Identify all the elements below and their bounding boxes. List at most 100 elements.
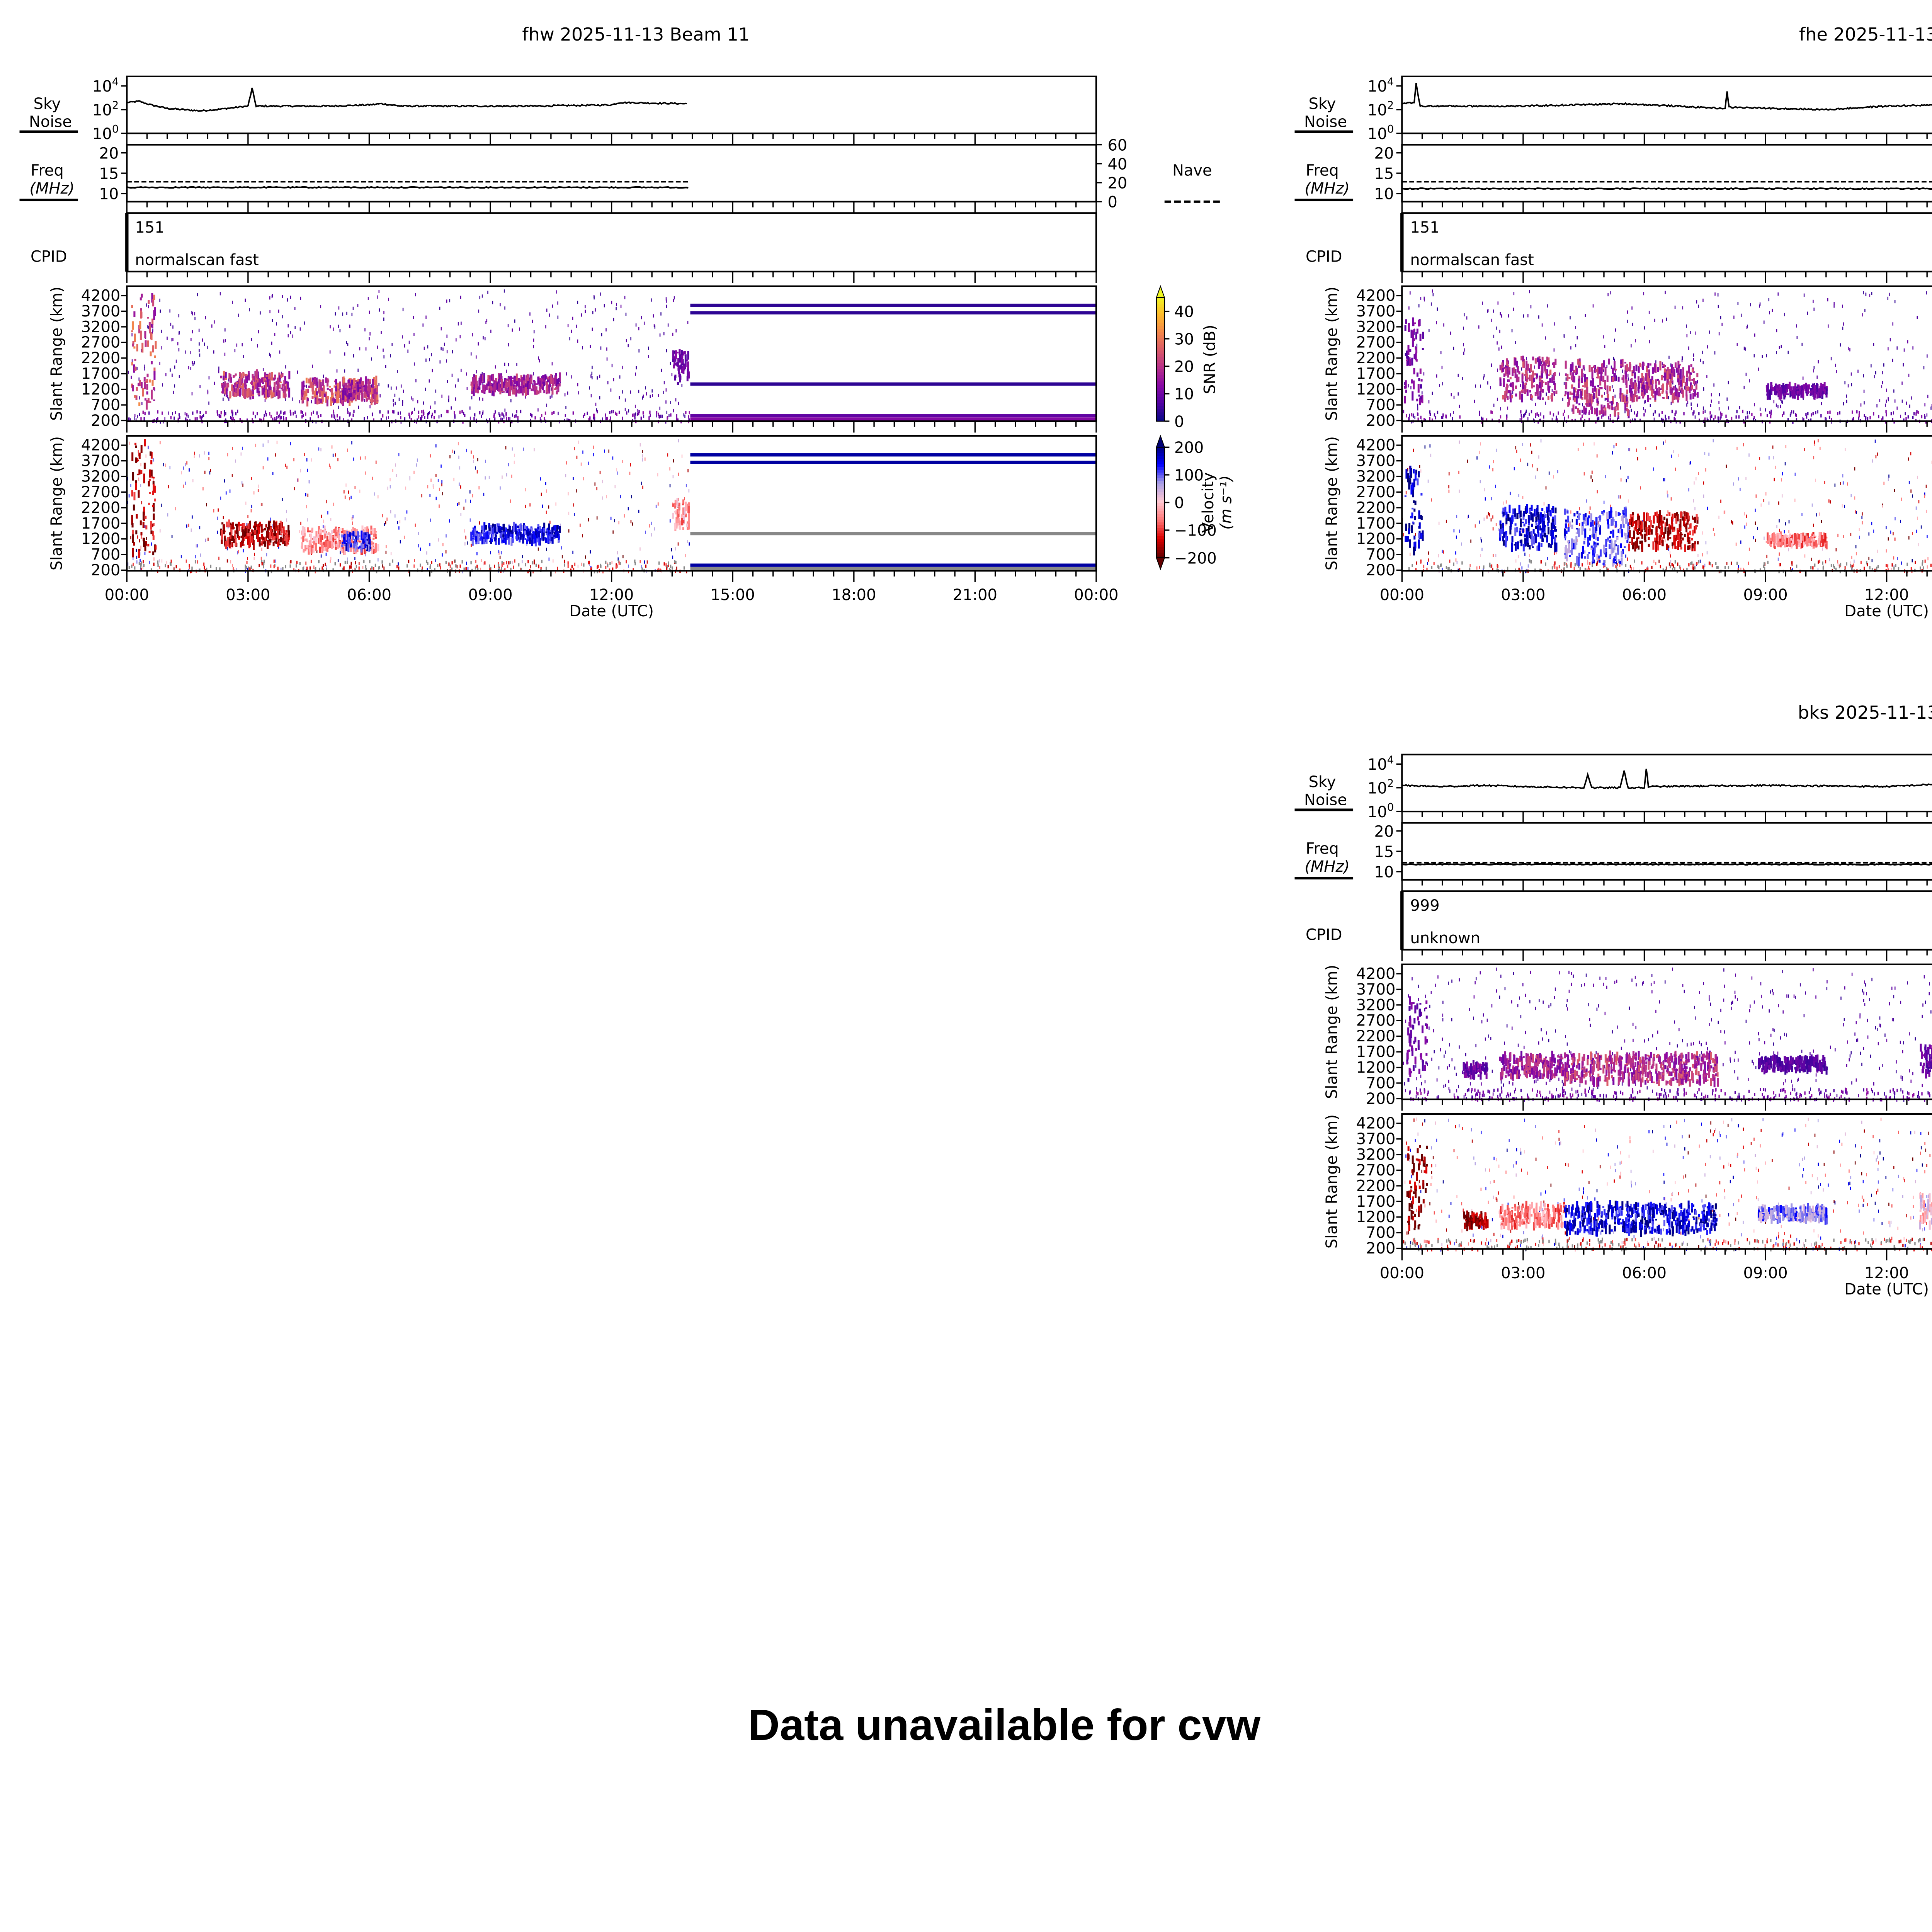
echo-cell <box>322 546 325 551</box>
scatter-echo <box>610 388 612 392</box>
echo-cell <box>371 545 374 554</box>
scatter-echo <box>1615 328 1616 332</box>
scatter-echo <box>152 330 153 334</box>
scatter-echo <box>446 534 447 538</box>
scatter-echo <box>208 401 209 405</box>
scatter-echo <box>1404 382 1405 385</box>
scatter-echo <box>1888 397 1889 400</box>
ground-echo <box>656 411 658 414</box>
ground-echo <box>514 415 515 418</box>
scatter-echo <box>1681 359 1683 362</box>
scatter-echo <box>1416 344 1418 347</box>
scatter-echo <box>330 560 331 563</box>
ground-echo <box>474 566 476 570</box>
scatter-echo <box>1869 294 1871 297</box>
scatter-echo <box>178 314 180 318</box>
scatter-echo <box>1622 369 1623 373</box>
ground-echo <box>476 418 477 422</box>
scatter-echo <box>681 384 683 387</box>
echo-cell <box>532 534 535 544</box>
y-tick-label: 20 <box>1374 145 1394 162</box>
scatter-echo <box>1749 379 1750 383</box>
scatter-echo <box>659 406 661 410</box>
scatter-echo <box>451 373 453 377</box>
scatter-echo <box>648 346 649 350</box>
scatter-echo <box>192 330 193 333</box>
ground-echo <box>1912 416 1914 419</box>
scatter-echo <box>677 382 678 385</box>
scatter-echo <box>364 399 365 402</box>
echo-cell <box>318 398 321 404</box>
scatter-echo <box>260 502 262 506</box>
echo-cell <box>315 536 317 538</box>
scatter-echo <box>467 541 468 545</box>
scatter-echo <box>190 338 192 341</box>
echo-cell <box>1421 395 1423 403</box>
colorbar-segment <box>1156 338 1165 342</box>
scatter-echo <box>344 490 345 494</box>
scatter-echo <box>665 400 667 404</box>
ground-echo <box>1637 411 1638 414</box>
echo-cell <box>474 377 476 384</box>
ground-echo <box>506 417 507 421</box>
echo-cell <box>342 542 344 544</box>
echo-cell <box>139 520 142 526</box>
scatter-echo <box>663 332 665 335</box>
scatter-echo <box>1487 309 1489 312</box>
scatter-echo <box>227 395 228 399</box>
ground-echo <box>1482 417 1484 421</box>
y-tick-label: 1700 <box>81 515 121 532</box>
echo-cell <box>355 394 357 400</box>
scatter-echo <box>472 333 473 337</box>
scatter-echo <box>351 313 353 316</box>
scatter-echo <box>1848 347 1849 350</box>
echo-cell <box>310 533 312 543</box>
ground-echo <box>1720 415 1722 418</box>
echo-cell <box>498 538 500 545</box>
scatter-echo <box>414 559 415 562</box>
scatter-echo <box>312 364 313 368</box>
echo-cell <box>229 532 231 535</box>
ground-echo <box>1408 417 1410 421</box>
echo-cell <box>225 378 227 380</box>
ground-echo <box>143 417 145 421</box>
echo-cell <box>346 395 349 398</box>
echo-cell <box>317 534 320 538</box>
echo-cell <box>493 526 495 529</box>
post-data-line <box>690 563 1096 567</box>
scatter-echo <box>371 384 372 388</box>
scatter-echo <box>394 393 396 397</box>
echo-cell <box>288 534 290 537</box>
scatter-echo <box>1425 418 1426 422</box>
scatter-echo <box>529 312 531 316</box>
echo-cell <box>353 531 355 535</box>
ground-echo <box>1581 414 1583 418</box>
ground-echo <box>495 410 496 414</box>
echo-cell <box>268 521 270 529</box>
ground-echo <box>1803 418 1804 422</box>
scatter-echo <box>254 553 255 556</box>
echo-cell <box>483 538 485 544</box>
scatter-echo <box>1508 314 1509 318</box>
ground-echo <box>541 560 543 563</box>
echo-cell <box>300 537 303 539</box>
scatter-echo <box>151 542 152 546</box>
ground-echo <box>1653 412 1654 416</box>
scatter-echo <box>325 553 327 556</box>
ground-echo <box>1865 416 1867 420</box>
scatter-echo <box>202 415 203 418</box>
scatter-echo <box>466 372 467 376</box>
ground-echo <box>173 417 175 420</box>
echo-cell <box>251 380 253 385</box>
ground-echo <box>1828 415 1830 419</box>
ground-echo <box>1479 413 1480 417</box>
echo-cell <box>131 330 133 333</box>
scatter-echo <box>1415 346 1416 350</box>
y-tick-label: 3700 <box>81 452 121 470</box>
echo-cell <box>134 366 137 371</box>
scatter-echo <box>161 503 162 507</box>
ground-echo <box>333 414 335 418</box>
colorbar-segment <box>1156 464 1165 467</box>
echo-cell <box>153 310 155 320</box>
ground-echo <box>363 560 365 563</box>
